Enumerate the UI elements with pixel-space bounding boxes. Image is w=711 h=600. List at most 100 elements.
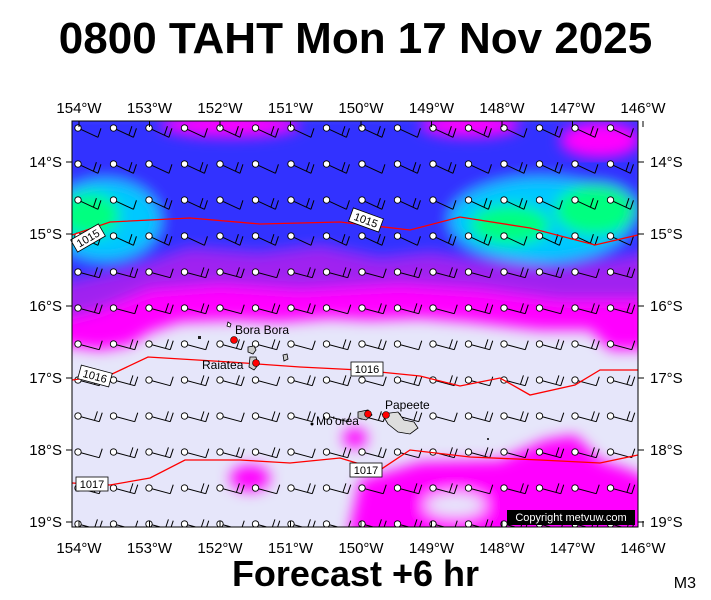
island-tahaa [247,345,257,355]
wind-barb [180,160,208,174]
wind-barb [251,447,281,459]
wind-barb [393,160,421,174]
wind-barb [358,447,387,459]
wind-barb [358,339,387,351]
wind-barb [74,267,103,279]
lon-label-bottom: 154°W [56,540,102,557]
lat-label-left: 19°S [29,514,62,531]
wind-barb [287,232,315,246]
wind-barb [216,483,245,495]
lon-label-top: 153°W [127,100,173,117]
lat-label-right: 15°S [650,226,683,243]
wind-barb [287,160,315,174]
wind-barb [535,339,565,351]
isobar-label-1017: 1017 [354,465,378,477]
wind-barb [251,376,281,387]
wind-barb [500,124,528,138]
wind-barb [571,447,600,459]
place-raiatea: Raiatea [202,358,244,372]
wind-barb [429,304,458,315]
wind-barb [322,520,352,527]
wind-barb [180,303,210,315]
wind-barb [358,232,386,246]
wind-barb [322,375,352,387]
wind-barb [429,196,457,210]
wind-barb [358,484,387,495]
wind-barb [464,484,494,495]
wind-barb [180,196,208,210]
wind-barb [74,519,103,527]
lon-label-top: 147°W [550,100,596,117]
wind-barb [393,232,421,246]
wind-barb [500,196,528,210]
wind-barb [145,376,174,387]
wind-barb [571,268,600,279]
wind-barb [322,124,350,138]
wind-barb [251,411,281,423]
wind-barb [109,267,139,279]
wind-barb [606,160,634,174]
wind-barb [535,160,563,174]
lon-label-top: 149°W [409,100,455,117]
wind-barb [500,340,529,351]
wind-barb [145,232,173,246]
wind-barb [251,268,281,279]
lat-label-left: 14°S [29,154,62,171]
wind-barb [322,304,352,315]
wind-barb [74,124,102,138]
wind-barb [464,376,494,387]
place-markers: Bora Bora Raiatea Mo'orea Papeete [202,323,430,428]
wind-barb [322,339,352,351]
wind-barb [393,267,423,279]
wind-barb [180,267,210,279]
island-bora-bora [226,321,232,328]
wind-barb [393,483,423,495]
wind-barb [287,303,316,315]
wind-barb [535,483,565,495]
wind-barb [251,160,279,174]
map-frame [71,120,639,528]
lat-label-left: 18°S [29,442,62,459]
wind-barb [322,447,352,459]
wind-barb [180,375,210,387]
wind-barb [429,483,458,495]
wind-barb [109,304,139,315]
wind-barb [500,483,529,495]
wind-barb [393,340,423,351]
wind-barb [393,124,421,138]
wind-barb [109,447,139,459]
wind-barb [251,339,281,351]
wind-barb [216,339,245,351]
wind-barb [74,340,103,351]
wind-barb [606,267,636,279]
lon-label-top: 146°W [620,100,666,117]
wind-barbs [74,124,636,527]
wind-barb [500,267,529,279]
wind-barb [109,412,139,423]
wind-barb [251,124,279,138]
wind-barb [322,232,350,246]
wind-barb [74,196,102,210]
lon-label-bottom: 153°W [127,540,173,557]
model-tag: M3 [673,575,696,592]
wind-barb [216,267,245,279]
wind-barb [606,303,636,315]
wind-barb [74,411,103,423]
wind-barb [571,124,599,138]
place-moorea: Mo'orea [316,414,359,428]
wind-barb [145,268,174,279]
wind-barb [287,483,316,495]
wind-barb [606,483,636,495]
wind-barb [145,160,173,174]
wind-barb [606,124,634,138]
lat-label-left: 16°S [29,298,62,315]
wind-barb [109,124,137,138]
wind-barb [216,124,244,138]
wind-barb [393,196,421,210]
wind-barb [287,411,316,423]
wind-barb [145,411,174,423]
wind-barb [500,448,529,459]
wind-barb [109,160,137,174]
wind-barb [109,483,139,495]
wind-barb [500,303,529,315]
